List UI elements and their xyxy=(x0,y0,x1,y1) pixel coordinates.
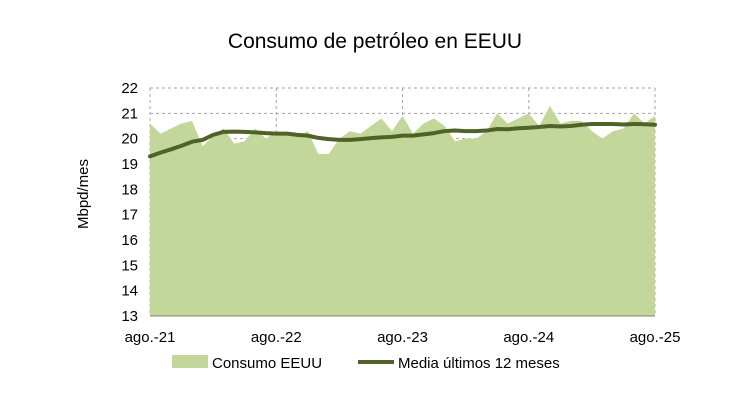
y-tick-label-15: 15 xyxy=(121,257,138,274)
y-tick-label-16: 16 xyxy=(121,232,138,249)
legend-label-media: Media últimos 12 meses xyxy=(398,355,560,372)
y-axis-ticks: 13 14 15 16 17 18 19 20 21 22 xyxy=(121,80,138,325)
x-axis-ticks: ago.-21 ago.-22 ago.-23 ago.-24 ago.-25 xyxy=(125,329,681,346)
y-tick-label-13: 13 xyxy=(121,308,138,325)
y-tick-label-14: 14 xyxy=(121,283,138,300)
y-tick-label-17: 17 xyxy=(121,207,138,224)
y-tick-label-18: 18 xyxy=(121,181,138,198)
y-axis-label: Mbpd/mes xyxy=(75,159,92,229)
chart-title: Consumo de petróleo en EEUU xyxy=(228,30,522,53)
x-tick-label-3: ago.-24 xyxy=(503,329,554,346)
area-series-consumo xyxy=(150,105,655,316)
x-tick-label-2: ago.-23 xyxy=(377,329,428,346)
y-tick-label-21: 21 xyxy=(121,105,138,122)
x-tick-label-4: ago.-25 xyxy=(630,329,681,346)
legend: Consumo EEUU Media últimos 12 meses xyxy=(172,355,560,372)
x-tick-label-0: ago.-21 xyxy=(125,329,176,346)
plot-area xyxy=(148,105,657,317)
x-tick-label-1: ago.-22 xyxy=(251,329,302,346)
line-series-media xyxy=(148,121,657,159)
y-tick-label-22: 22 xyxy=(121,80,138,97)
legend-swatch-consumo xyxy=(172,355,208,368)
y-tick-label-19: 19 xyxy=(121,156,138,173)
legend-label-consumo: Consumo EEUU xyxy=(212,355,322,372)
y-tick-label-20: 20 xyxy=(121,131,138,148)
